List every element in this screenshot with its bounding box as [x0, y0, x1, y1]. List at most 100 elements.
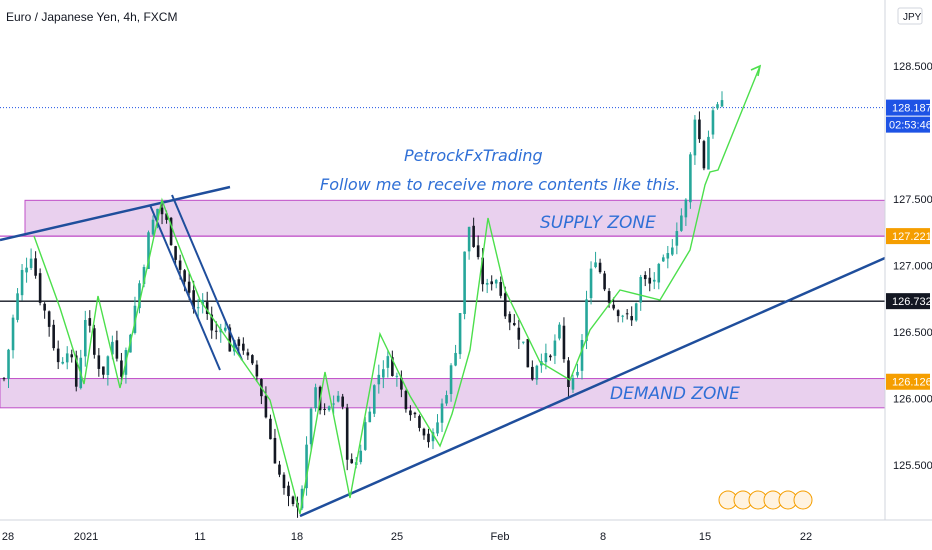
- demand-zone-label: DEMAND ZONE: [610, 384, 740, 404]
- price-tick-label: 128.500: [893, 61, 932, 73]
- date-label: 22: [800, 531, 812, 543]
- date-label: Feb: [491, 531, 510, 543]
- price-tick-label: 127.500: [893, 194, 932, 206]
- candle-body: [196, 307, 200, 309]
- price-badge-label: 126.732: [892, 296, 932, 308]
- candle-body: [120, 360, 123, 377]
- candle-body: [350, 459, 354, 464]
- event-markers[interactable]: [718, 490, 813, 510]
- candle-body: [282, 474, 286, 489]
- candle-body: [16, 293, 19, 320]
- candle-body: [549, 355, 552, 358]
- swing-path[interactable]: [33, 65, 761, 515]
- trend-lines[interactable]: [0, 185, 886, 518]
- plot-area[interactable]: [0, 0, 885, 520]
- price-badge: [886, 99, 930, 116]
- candle-body: [476, 245, 480, 258]
- candle-body: [287, 485, 290, 497]
- symbol-title[interactable]: Euro / Japanese Yen, 4h, FXCM: [6, 10, 177, 24]
- candle-body: [576, 371, 579, 376]
- price-badges: 128.187 02:53:46 127.221 126.732 126.126: [886, 99, 932, 390]
- promo-line-2: Follow me to receive more contents like …: [320, 175, 680, 194]
- price-badge: [886, 228, 930, 245]
- candle-body: [106, 356, 110, 376]
- candle-body: [147, 232, 150, 269]
- promo-line-1: PetrockFxTrading: [404, 146, 543, 165]
- candle-body: [666, 253, 670, 259]
- candle-body: [151, 219, 155, 235]
- candle-body: [580, 339, 584, 371]
- candle-body: [630, 316, 633, 321]
- candle-body: [404, 390, 408, 410]
- price-axis[interactable]: [885, 0, 932, 520]
- candle-body: [11, 317, 15, 351]
- candle-body: [422, 428, 426, 436]
- candle-body: [643, 275, 647, 280]
- candle-body: [223, 327, 227, 331]
- candle-body: [449, 365, 453, 395]
- candle-body: [61, 361, 65, 364]
- candle-body: [169, 217, 173, 246]
- candle-body: [711, 110, 715, 135]
- candle-body: [517, 327, 521, 340]
- candle-body: [246, 352, 250, 356]
- candle-body: [20, 269, 24, 296]
- candle-body: [395, 375, 399, 377]
- candle-body: [639, 276, 643, 303]
- candle-body: [494, 279, 498, 284]
- candle-body: [7, 349, 10, 379]
- candle-body: [612, 304, 615, 309]
- candle-body: [201, 299, 204, 305]
- candle-body: [187, 281, 191, 293]
- countdown-label: 02:53:46: [889, 120, 932, 132]
- candle-body: [336, 395, 340, 402]
- candle-body: [661, 257, 665, 262]
- candle-body: [702, 141, 706, 169]
- candle-body: [467, 226, 471, 252]
- candle-body: [598, 262, 602, 273]
- price-ticks: 128.500 127.500 127.000 126.500 126.000 125.5…: [893, 61, 932, 472]
- candle-body: [657, 263, 661, 283]
- candle-body: [165, 213, 168, 220]
- date-label: 18: [291, 531, 303, 543]
- candle-body: [485, 282, 489, 285]
- candle-body: [531, 366, 534, 380]
- currency-box[interactable]: [897, 7, 923, 25]
- candle-body: [621, 315, 624, 317]
- candle-body: [160, 207, 164, 215]
- candle-body: [526, 339, 530, 368]
- candle-body: [391, 357, 394, 376]
- channel-line-left[interactable]: [149, 204, 221, 371]
- candle-body: [386, 356, 390, 368]
- channel-line-right[interactable]: [171, 194, 243, 361]
- candle-body: [278, 464, 281, 475]
- candle-body: [56, 348, 60, 363]
- candle-body: [323, 408, 326, 410]
- date-label: 11: [194, 531, 205, 543]
- candle-body: [377, 374, 381, 385]
- price-tick-label: 126.500: [893, 327, 932, 339]
- price-tick-label: 127.000: [893, 261, 932, 273]
- countdown-badge: [886, 116, 930, 133]
- time-axis[interactable]: 28 2021 11 18 25 Feb 8 15 22: [2, 531, 812, 543]
- candle-body: [382, 369, 385, 378]
- candle-body: [142, 267, 146, 285]
- candle-body: [571, 378, 575, 390]
- candle-body: [327, 406, 331, 411]
- candle-body: [431, 432, 435, 442]
- candle-body: [368, 411, 372, 423]
- candle-body: [671, 247, 674, 255]
- candle-body: [680, 215, 683, 231]
- candle-body: [440, 403, 444, 423]
- candle-body: [454, 352, 457, 366]
- candle-body: [567, 360, 570, 387]
- date-label: 8: [600, 531, 606, 543]
- candle-body: [47, 311, 51, 327]
- candle-body: [458, 313, 462, 355]
- candle-body: [616, 310, 620, 317]
- upper-trend-line[interactable]: [0, 185, 231, 242]
- candle-body: [214, 330, 218, 332]
- date-label: 2021: [74, 531, 98, 543]
- ascending-support-line[interactable]: [299, 256, 886, 518]
